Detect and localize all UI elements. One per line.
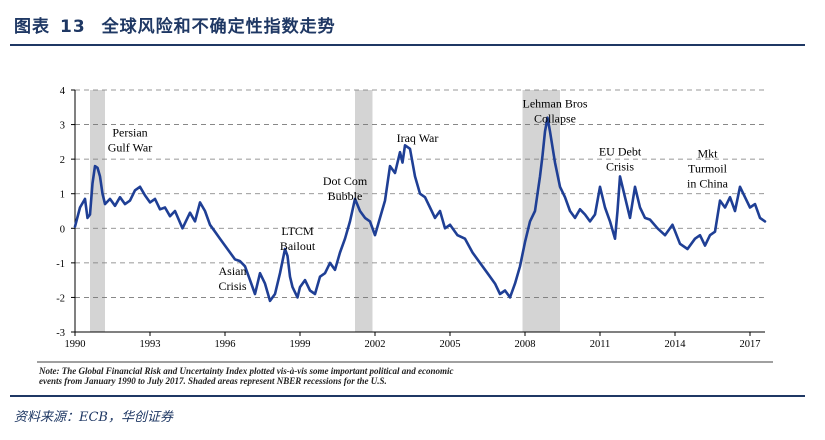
annotation-2-line-0: Iraq War bbox=[397, 131, 439, 145]
annotation-3: LTCM Bailout bbox=[280, 224, 316, 253]
risk-uncertainty-chart: -3 -2 -1 0 1 2 3 4 1990 1993 1996 1999 2002 2005 2008 2… bbox=[37, 86, 773, 386]
x-tick-label-8: 2014 bbox=[665, 339, 687, 350]
annotation-4: Asian Crisis bbox=[218, 264, 246, 293]
annotation-6: EU Debt Crisis bbox=[599, 145, 642, 174]
y-tick-label-3: 0 bbox=[60, 224, 65, 235]
annotation-3-line-1: Bailout bbox=[280, 239, 316, 253]
annotation-1: Dot Com Bubble bbox=[323, 174, 368, 203]
y-tick-label-1: -2 bbox=[56, 293, 65, 304]
x-tick-label-7: 2011 bbox=[590, 339, 611, 350]
annotation-7: Mkt Turmoil in China bbox=[687, 146, 729, 190]
annotation-7-line-2: in China bbox=[687, 176, 729, 190]
annotation-6-line-1: Crisis bbox=[606, 160, 634, 174]
annotation-1-line-0: Dot Com bbox=[323, 174, 368, 188]
series-line-0 bbox=[73, 116, 767, 303]
note-line-1: events from January 1990 to July 2017. S… bbox=[39, 376, 387, 386]
x-tick-label-6: 2008 bbox=[515, 339, 536, 350]
figure-title-text: 全球风险和不确定性指数走势 bbox=[101, 17, 336, 37]
annotation-5-line-1: Collapse bbox=[534, 111, 576, 125]
figure-number: 13 bbox=[60, 17, 86, 37]
x-tick-label-2: 1996 bbox=[215, 339, 236, 350]
annotation-7-line-1: Turmoil bbox=[688, 161, 728, 175]
annotation-3-line-0: LTCM bbox=[281, 224, 314, 238]
source-note: 资料来源：ECB，华创证券 bbox=[14, 410, 173, 425]
annotation-4-line-1: Crisis bbox=[218, 279, 246, 293]
y-tick-label-7: 4 bbox=[60, 86, 66, 97]
annotation-2: Iraq War bbox=[397, 131, 439, 145]
x-tick-label-0: 1990 bbox=[65, 339, 86, 350]
x-tick-label-4: 2002 bbox=[365, 339, 386, 350]
annotation-0: Persian Gulf War bbox=[108, 126, 152, 155]
x-tick-label-9: 2017 bbox=[740, 339, 761, 350]
y-tick-label-6: 3 bbox=[60, 121, 65, 132]
recession-band-2 bbox=[522, 90, 560, 332]
recession-band-1 bbox=[355, 90, 373, 332]
x-tick-label-1: 1993 bbox=[140, 339, 161, 350]
annotation-1-line-1: Bubble bbox=[328, 189, 363, 203]
y-tick-label-2: -1 bbox=[56, 259, 65, 270]
annotation-0-line-0: Persian bbox=[112, 126, 147, 140]
annotation-5-line-0: Lehman Bros bbox=[523, 96, 588, 110]
bottom-divider bbox=[10, 395, 805, 397]
annotation-6-line-0: EU Debt bbox=[599, 145, 642, 159]
annotation-0-line-1: Gulf War bbox=[108, 141, 152, 155]
top-divider bbox=[10, 44, 805, 46]
annotation-4-line-0: Asian bbox=[219, 264, 247, 278]
y-tick-label-5: 2 bbox=[60, 155, 65, 166]
note-line-0: Note: The Global Financial Risk and Unce… bbox=[38, 366, 454, 376]
y-tick-label-4: 1 bbox=[60, 190, 65, 201]
figure-prefix: 图表 bbox=[14, 17, 50, 37]
recession-band-0 bbox=[90, 90, 105, 332]
chart-figure-title: 图表 13 全球风险和不确定性指数走势 bbox=[14, 12, 336, 37]
x-tick-label-3: 1999 bbox=[290, 339, 311, 350]
y-tick-label-0: -3 bbox=[56, 328, 65, 339]
annotation-7-line-0: Mkt bbox=[697, 146, 718, 160]
annotation-5: Lehman Bros Collapse bbox=[523, 96, 588, 125]
x-tick-label-5: 2005 bbox=[440, 339, 461, 350]
